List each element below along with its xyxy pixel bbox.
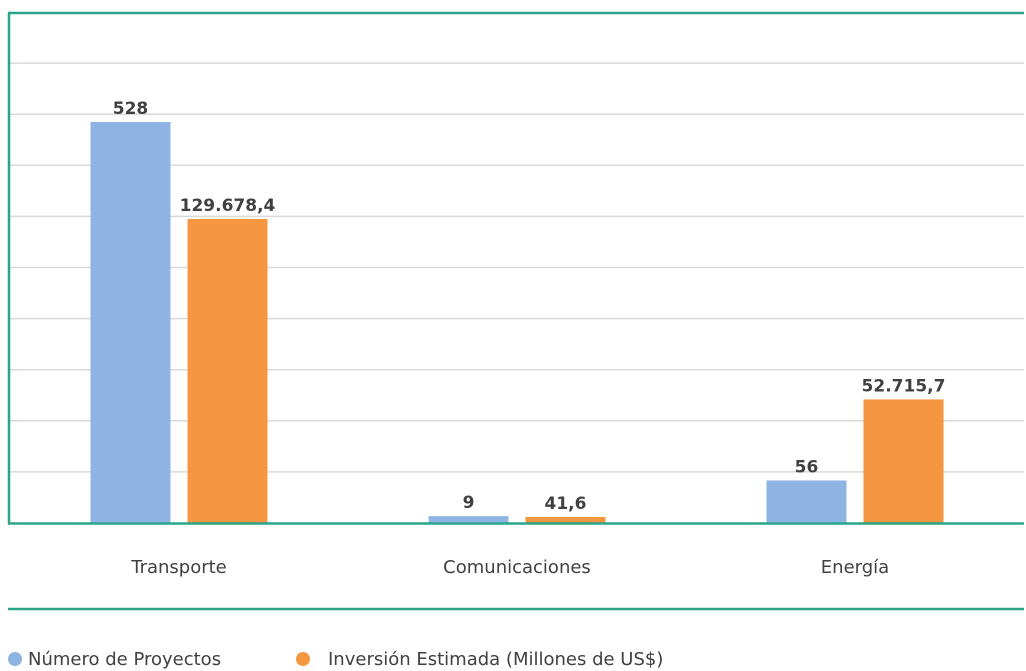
bar-inversion-estimada-millones-de-us-comunicaciones xyxy=(526,517,606,523)
data-label-numero-de-proyectos-comunicaciones: 9 xyxy=(463,493,475,513)
legend-label-inversion-estimada: Inversión Estimada (Millones de US$) xyxy=(328,649,663,670)
legend-swatch-inversion-estimada xyxy=(296,652,310,666)
bar-inversion-estimada-millones-de-us-energia xyxy=(864,399,944,523)
bar-inversion-estimada-millones-de-us-transporte xyxy=(188,219,268,523)
data-label-inversion-estimada-millones-de-us-comunicaciones: 41,6 xyxy=(545,494,587,514)
data-label-numero-de-proyectos-transporte: 528 xyxy=(113,99,149,119)
legend-item-numero-proyectos: Número de Proyectos xyxy=(8,647,221,671)
category-label-energia: Energía xyxy=(821,557,889,578)
data-label-inversion-estimada-millones-de-us-transporte: 129.678,4 xyxy=(180,196,276,216)
legend-item-inversion-estimada: Inversión Estimada (Millones de US$) xyxy=(296,647,663,671)
bar-numero-de-proyectos-comunicaciones xyxy=(429,516,509,523)
legend-label-numero-proyectos: Número de Proyectos xyxy=(28,649,221,670)
category-label-comunicaciones: Comunicaciones xyxy=(443,557,591,578)
data-label-inversion-estimada-millones-de-us-energia: 52.715,7 xyxy=(862,376,946,396)
category-labels: Transporte Comunicaciones Energía xyxy=(130,557,889,578)
category-label-transporte: Transporte xyxy=(130,557,227,578)
bar-numero-de-proyectos-transporte xyxy=(91,122,171,523)
bar-numero-de-proyectos-energia xyxy=(767,480,847,523)
data-label-numero-de-proyectos-energia: 56 xyxy=(795,457,819,477)
legend-swatch-numero-proyectos xyxy=(8,652,22,666)
